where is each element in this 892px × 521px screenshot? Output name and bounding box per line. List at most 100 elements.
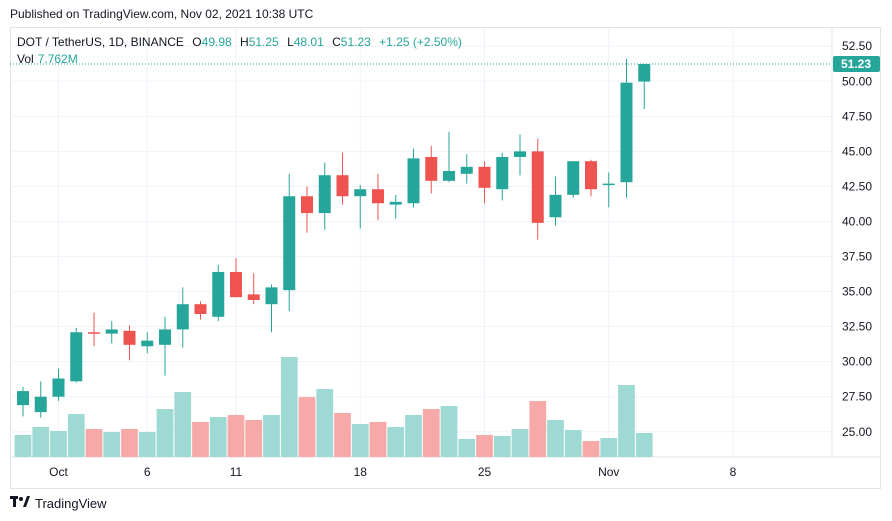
price-tag-label: 51.23 bbox=[841, 57, 871, 71]
y-tick-label: 40.00 bbox=[842, 214, 872, 228]
y-tick-label: 52.50 bbox=[842, 39, 872, 53]
candle-body bbox=[425, 156, 438, 181]
grid-lines bbox=[10, 28, 880, 458]
volume-bar bbox=[387, 427, 405, 457]
candle-body bbox=[478, 166, 491, 188]
time-axis[interactable]: Oct 6 11 18 25 Nov 8 bbox=[49, 465, 736, 479]
x-tick-label: 18 bbox=[354, 465, 368, 479]
last-price-line: 51.23 bbox=[10, 56, 880, 73]
candle-body bbox=[496, 156, 509, 190]
volume-bar bbox=[440, 406, 458, 457]
candle-body bbox=[318, 175, 331, 214]
candle-body bbox=[265, 287, 278, 305]
high-label: H bbox=[240, 35, 249, 49]
close-label: C bbox=[332, 35, 341, 49]
volume-bar bbox=[493, 436, 511, 457]
volume-bar bbox=[511, 429, 529, 457]
y-tick-label: 42.50 bbox=[842, 179, 872, 193]
volume-bar bbox=[192, 422, 209, 457]
candle-body bbox=[52, 378, 65, 397]
volume-bar bbox=[334, 413, 351, 457]
symbol-label: DOT / TetherUS, 1D, BINANCE bbox=[17, 35, 184, 49]
candle-body bbox=[372, 189, 384, 204]
volume-bar bbox=[369, 422, 387, 457]
volume-bar bbox=[618, 385, 635, 457]
candle-body bbox=[354, 189, 367, 197]
low-value: 48.01 bbox=[293, 35, 324, 49]
volume-bar bbox=[67, 414, 85, 457]
candle-body bbox=[230, 271, 242, 298]
volume-bar bbox=[138, 432, 156, 457]
volume-bar bbox=[103, 432, 121, 457]
candle-body bbox=[443, 171, 455, 181]
volume-bar bbox=[121, 429, 138, 457]
change-value: +1.25 (+2.50%) bbox=[379, 35, 462, 49]
y-tick-label: 45.00 bbox=[842, 144, 872, 158]
y-tick-label: 27.50 bbox=[842, 390, 872, 404]
candle-body bbox=[336, 175, 349, 197]
y-tick-label: 32.50 bbox=[842, 320, 872, 334]
candle-body bbox=[460, 166, 473, 174]
volume-value: 7.762M bbox=[37, 52, 78, 66]
candle-body bbox=[105, 329, 118, 334]
volume-bar bbox=[245, 420, 263, 457]
y-tick-label: 47.50 bbox=[842, 109, 872, 123]
open-label: O bbox=[192, 35, 202, 49]
volume-bar bbox=[458, 439, 476, 457]
volume-bar bbox=[564, 430, 582, 457]
y-tick-label: 35.00 bbox=[842, 285, 872, 299]
y-tick-label: 30.00 bbox=[842, 355, 872, 369]
ohlc-legend: DOT / TetherUS, 1D, BINANCE O49.98 H51.2… bbox=[17, 34, 462, 51]
candle-body bbox=[407, 158, 420, 204]
candle-body bbox=[159, 329, 171, 345]
price-axis[interactable]: 25.00 27.50 30.00 32.50 35.00 37.50 40.00 42.50… bbox=[842, 39, 872, 439]
volume-bar bbox=[547, 420, 564, 457]
candle-body bbox=[638, 64, 651, 82]
x-tick-label: Oct bbox=[49, 465, 68, 479]
volume-bar bbox=[476, 435, 493, 457]
published-caption: Published on TradingView.com, Nov 02, 20… bbox=[10, 7, 314, 21]
candle-body bbox=[141, 340, 154, 347]
volume-bar bbox=[635, 433, 653, 457]
volume-bar bbox=[156, 409, 174, 457]
candles bbox=[17, 58, 651, 418]
volume-bar bbox=[316, 389, 334, 457]
y-tick-label: 50.00 bbox=[842, 74, 872, 88]
candle-body bbox=[283, 196, 296, 291]
x-tick-label: 6 bbox=[144, 465, 151, 479]
candle-body bbox=[567, 161, 580, 195]
volume-bars bbox=[14, 357, 653, 457]
candle-body bbox=[194, 304, 207, 314]
candle-body bbox=[620, 82, 633, 183]
volume-bar bbox=[600, 438, 618, 457]
open-value: 49.98 bbox=[201, 35, 232, 49]
x-tick-label: 25 bbox=[478, 465, 492, 479]
volume-bar bbox=[14, 435, 32, 457]
candle-body bbox=[176, 304, 189, 330]
candle-body bbox=[514, 151, 526, 157]
volume-bar bbox=[32, 427, 50, 457]
volume-bar bbox=[351, 424, 369, 457]
y-tick-label: 37.50 bbox=[842, 250, 872, 264]
high-value: 51.25 bbox=[248, 35, 279, 49]
volume-bar bbox=[85, 429, 103, 457]
chart-frame bbox=[10, 27, 881, 489]
candle-body bbox=[34, 396, 47, 413]
x-tick-label: Nov bbox=[598, 465, 619, 479]
volume-bar bbox=[298, 397, 316, 457]
price-tag bbox=[833, 56, 880, 73]
y-tick-label: 25.00 bbox=[842, 425, 872, 439]
volume-bar bbox=[280, 357, 298, 457]
branding[interactable]: TradingView bbox=[10, 496, 107, 511]
candle-body bbox=[247, 294, 260, 300]
candle-body bbox=[531, 151, 544, 223]
volume-bar bbox=[209, 417, 227, 457]
volume-bar bbox=[227, 415, 245, 457]
volume-bar bbox=[529, 401, 547, 457]
candle-body bbox=[585, 161, 597, 190]
close-value: 51.23 bbox=[340, 35, 371, 49]
candle-body bbox=[70, 332, 83, 382]
volume-bar bbox=[405, 415, 422, 457]
volume-bar bbox=[174, 392, 192, 457]
